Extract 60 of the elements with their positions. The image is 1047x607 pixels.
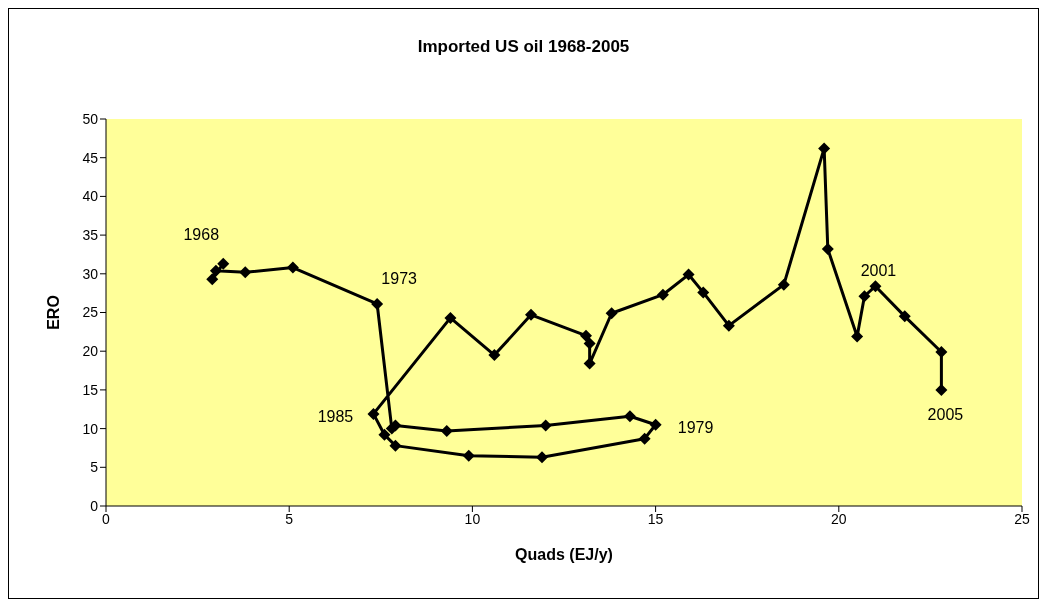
point xyxy=(444,311,457,324)
x-axis-title: Quads (EJ/y) xyxy=(515,546,613,563)
point xyxy=(818,142,831,155)
point xyxy=(440,424,453,437)
y-tick-label: 15 xyxy=(82,381,99,398)
annotation: 2001 xyxy=(860,262,897,280)
x-tick-label: 20 xyxy=(831,510,847,527)
x-tick-label: 15 xyxy=(647,510,664,527)
point xyxy=(697,286,710,299)
chart-title: Imported US oil 1968-2005 xyxy=(416,37,631,57)
point xyxy=(583,357,596,370)
annotation: 1973 xyxy=(381,270,418,288)
point xyxy=(869,280,882,293)
point xyxy=(638,432,651,445)
point xyxy=(898,310,911,323)
y-axis-title: ERO xyxy=(44,295,62,330)
point xyxy=(488,349,501,362)
point xyxy=(371,297,384,310)
point xyxy=(462,449,475,462)
annotation: 1979 xyxy=(677,418,714,436)
point xyxy=(539,419,552,432)
y-tick-label: 50 xyxy=(82,110,99,127)
y-tick-label: 20 xyxy=(82,343,99,360)
annotation: 1985 xyxy=(317,408,354,426)
point xyxy=(777,278,790,291)
point xyxy=(536,451,549,464)
point xyxy=(821,243,834,256)
point xyxy=(858,290,871,303)
point xyxy=(656,288,669,301)
y-tick-label: 0 xyxy=(90,497,99,514)
point xyxy=(525,308,538,321)
x-tick-label: 0 xyxy=(102,510,111,527)
y-tick-label: 45 xyxy=(82,149,99,166)
annotation: 1968 xyxy=(183,225,220,243)
point xyxy=(367,407,380,420)
x-tick-label: 5 xyxy=(285,510,294,527)
point xyxy=(935,345,948,358)
x-tick-label: 25 xyxy=(1014,510,1030,527)
point xyxy=(649,418,662,431)
point xyxy=(722,319,735,332)
x-tick-label: 10 xyxy=(464,510,481,527)
point xyxy=(389,439,402,452)
point xyxy=(605,307,618,320)
y-tick-label: 10 xyxy=(82,420,99,437)
point xyxy=(682,268,695,281)
point xyxy=(209,264,222,277)
point xyxy=(217,257,230,270)
y-tick-label: 25 xyxy=(82,304,99,321)
y-tick-label: 30 xyxy=(82,265,99,282)
y-tick-label: 35 xyxy=(82,227,99,244)
point xyxy=(239,266,252,279)
point xyxy=(623,410,636,423)
annotation: 2005 xyxy=(927,406,964,424)
point xyxy=(286,261,299,274)
point xyxy=(583,337,596,350)
point xyxy=(206,273,219,286)
point xyxy=(579,329,592,342)
y-tick-label: 5 xyxy=(90,459,99,476)
point xyxy=(378,428,391,441)
y-tick-label: 40 xyxy=(82,188,99,205)
